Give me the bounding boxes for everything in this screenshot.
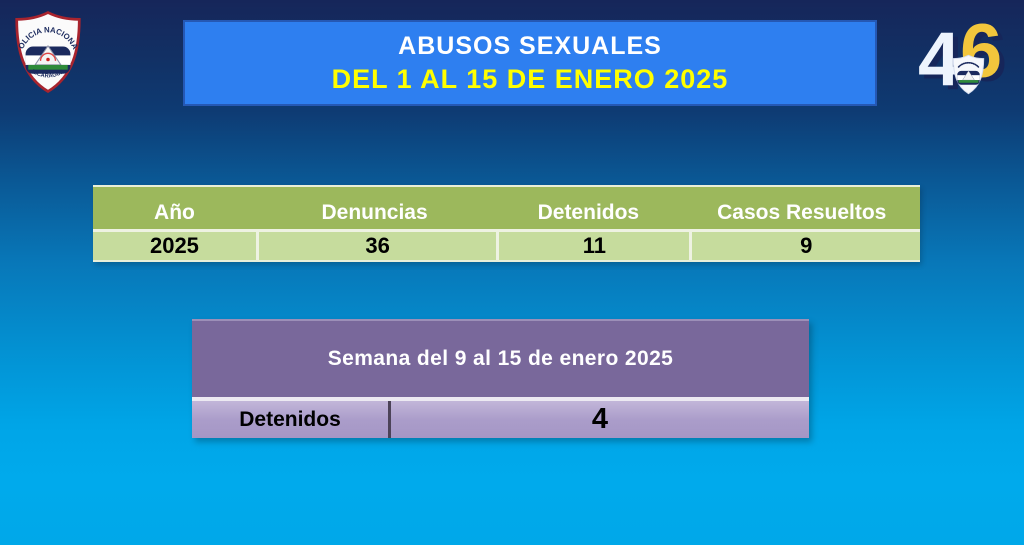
badge-country-text: NICARAGUA — [30, 69, 66, 80]
week-cell-value: 4 — [391, 401, 809, 438]
table-row-separator — [192, 397, 809, 401]
table-row-separator — [93, 229, 920, 232]
summary-table: Año Denuncias Detenidos Casos Resueltos … — [93, 185, 920, 262]
police-shield-icon: POLICIA NACIONAL NICARAGUA — [11, 4, 81, 94]
cell-casos-resueltos: 9 — [692, 232, 920, 260]
header-casos-resueltos: Casos Resueltos — [717, 201, 887, 224]
cell-divider — [388, 401, 391, 438]
anniversary-46-logo: 6 4 — [916, 12, 1016, 110]
svg-text:NICARAGUA: NICARAGUA — [30, 69, 66, 80]
summary-table-data-row: 2025 36 11 9 — [93, 232, 920, 260]
week-cell-label: Detenidos — [192, 401, 388, 438]
slide-title: ABUSOS SEXUALES — [398, 31, 662, 60]
cell-denuncias: 36 — [258, 232, 497, 260]
title-banner: ABUSOS SEXUALES DEL 1 AL 15 DE ENERO 202… — [183, 20, 877, 106]
cell-year: 2025 — [93, 232, 256, 260]
week-table-title: Semana del 9 al 15 de enero 2025 — [192, 321, 809, 397]
summary-table-header-row: Año Denuncias Detenidos Casos Resueltos — [93, 187, 920, 229]
cell-detenidos: 11 — [499, 232, 690, 260]
police-badge: POLICIA NACIONAL NICARAGUA — [11, 4, 82, 94]
header-denuncias: Denuncias — [321, 201, 428, 224]
mini-police-shield-icon — [952, 54, 985, 95]
slide-date-range: DEL 1 AL 15 DE ENERO 2025 — [331, 63, 729, 94]
week-table: Semana del 9 al 15 de enero 2025 Detenid… — [192, 319, 809, 438]
header-detenidos: Detenidos — [537, 201, 640, 224]
week-table-data-row: Detenidos 4 — [192, 401, 809, 438]
header-ano: Año — [154, 201, 195, 224]
